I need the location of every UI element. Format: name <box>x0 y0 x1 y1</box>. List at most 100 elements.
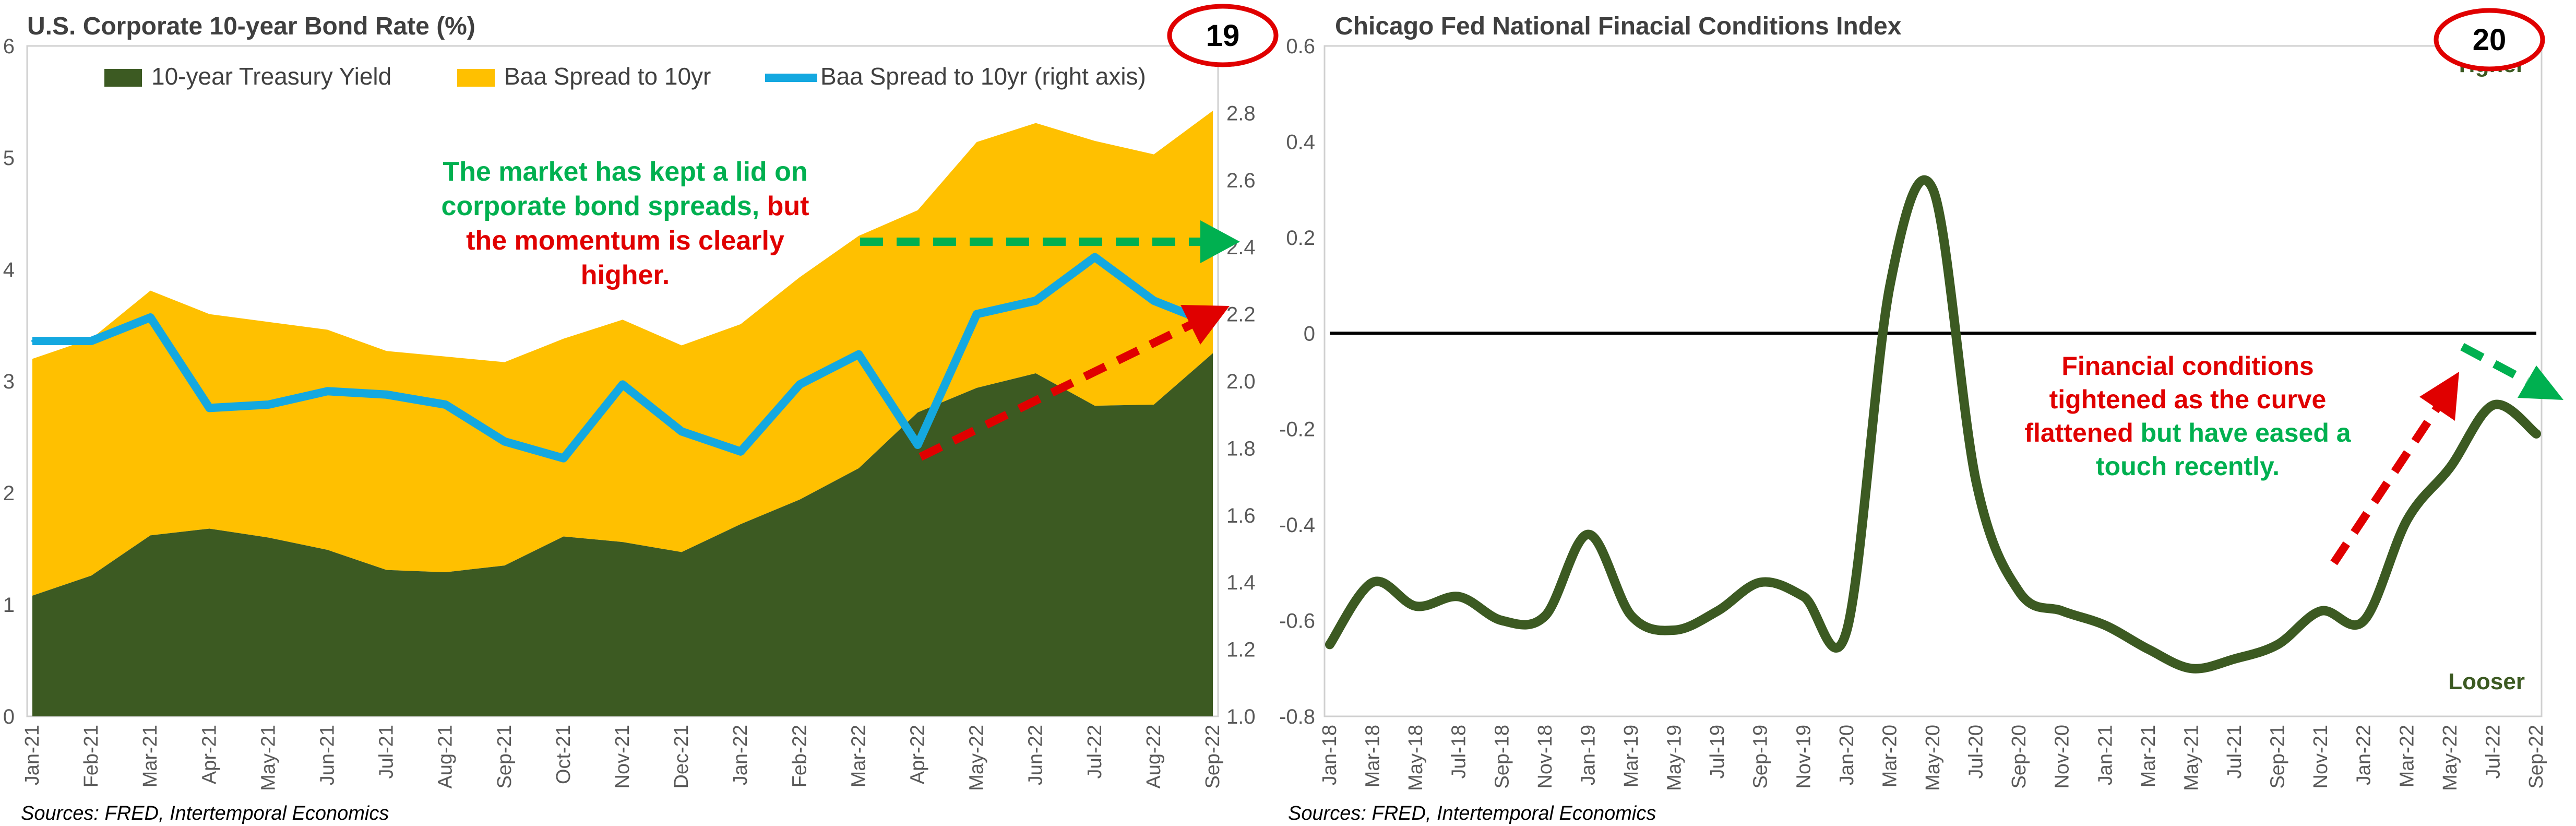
point-baa-spread <box>503 440 506 443</box>
point-baa-spread <box>857 353 860 356</box>
legend-label-treasury: 10-year Treasury Yield <box>151 63 391 90</box>
right-annotation-line1: Financial conditions <box>2061 351 2313 381</box>
right-annotation-line2: tightened as the curve <box>2049 385 2327 414</box>
legend-label-spread-line: Baa Spread to 10yr (right axis) <box>820 63 1146 90</box>
right-x-tick-label: May-19 <box>1664 725 1686 791</box>
right-y-tick-label: 0.2 <box>1286 227 1315 250</box>
right-annotation-line4: touch recently. <box>2096 452 2280 481</box>
left-legend: 10-year Treasury Yield Baa Spread to 10y… <box>104 63 1146 90</box>
point-nfci <box>2147 648 2150 651</box>
left-x-tick-label: Aug-22 <box>1143 725 1165 789</box>
left-y-tick-label: 2 <box>3 482 15 505</box>
point-nfci <box>2018 591 2021 593</box>
right-x-tick-label: May-18 <box>1405 725 1427 791</box>
right-chart-title: Chicago Fed National Finacial Conditions… <box>1335 13 1902 40</box>
right-x-tick-label: Jul-20 <box>1965 725 1987 779</box>
right-badge-number: 20 <box>2473 23 2507 57</box>
right-x-tick-label: Jan-21 <box>2094 725 2116 785</box>
right-x-tick-label: Nov-20 <box>2052 725 2073 789</box>
legend-swatch-treasury <box>104 69 142 87</box>
left-x-tick-label: Jul-21 <box>376 725 398 779</box>
point-baa-spread <box>385 393 388 396</box>
left-x-tick-label: Jun-21 <box>317 725 339 785</box>
point-nfci <box>2234 657 2236 660</box>
left-annotation-line2-red: but <box>767 191 809 221</box>
point-baa-spread <box>798 383 801 386</box>
right-x-tick-label: Jul-22 <box>2482 725 2504 779</box>
point-nfci <box>2535 432 2537 435</box>
point-nfci <box>1415 605 1417 608</box>
right-x-tick-label: Jul-21 <box>2224 725 2246 779</box>
left-y-axis: 0 1 2 3 4 5 6 <box>3 35 15 728</box>
left-annotation-line3: the momentum is clearly <box>466 226 784 256</box>
right-x-tick-label: Sep-18 <box>1491 725 1513 789</box>
point-baa-spread <box>1152 299 1155 302</box>
right-x-tick-label: Sep-21 <box>2267 725 2289 789</box>
point-baa-spread <box>90 339 93 342</box>
right-annotation-line3-green: but have eased a <box>2141 418 2352 447</box>
right-green-dashed-arrow <box>2460 343 2529 385</box>
right-annotation-line3: flattened but have eased a <box>2024 418 2351 447</box>
left-y2-tick-label: 2.0 <box>1226 370 1256 393</box>
right-y-axis: -0.8 -0.6 -0.4 -0.2 0 0.2 0.4 0.6 <box>1279 35 1315 728</box>
point-nfci <box>1716 610 1719 612</box>
point-nfci <box>1803 595 1805 598</box>
left-y2-tick-label: 1.2 <box>1226 639 1256 662</box>
left-x-tick-label: Nov-21 <box>612 725 634 789</box>
point-nfci <box>1501 619 1504 622</box>
left-x-tick-label: May-22 <box>966 725 988 791</box>
right-y-tick-label: -0.2 <box>1279 418 1315 441</box>
left-x-tick-label: Mar-21 <box>139 725 161 787</box>
left-annotation: The market has kept a lid on corporate b… <box>442 157 809 290</box>
point-baa-spread <box>622 383 624 386</box>
left-x-tick-label: Oct-21 <box>553 725 575 784</box>
right-x-tick-label: Jan-20 <box>1836 725 1858 785</box>
line-nfci <box>1325 175 2541 674</box>
left-source-note: Sources: FRED, Intertemporal Economics <box>21 803 389 824</box>
right-x-tick-label: Nov-18 <box>1534 725 1556 789</box>
right-x-tick-label: Jul-19 <box>1707 725 1728 779</box>
right-x-tick-label: Jan-22 <box>2353 725 2375 785</box>
right-y-tick-label: -0.8 <box>1279 705 1315 728</box>
right-y-tick-label: 0.4 <box>1286 131 1315 154</box>
right-plot-frame <box>1323 45 2543 717</box>
left-y2-tick-label: 2.8 <box>1226 102 1256 125</box>
right-annotation-line3-red: flattened <box>2024 418 2140 447</box>
point-nfci <box>2190 667 2193 670</box>
point-nfci <box>1587 533 1590 536</box>
left-x-tick-label: Dec-21 <box>671 725 693 789</box>
point-nfci <box>1673 629 1676 631</box>
point-baa-spread <box>31 339 33 342</box>
left-annotation-line2: corporate bond spreads, but <box>442 191 809 221</box>
right-annotation: Financial conditions tightened as the cu… <box>2024 351 2351 481</box>
right-x-tick-label: May-21 <box>2180 725 2202 791</box>
point-nfci <box>2406 518 2408 521</box>
point-nfci <box>1630 615 1632 617</box>
right-y-tick-label: 0 <box>1304 322 1315 345</box>
left-x-tick-label: Feb-21 <box>80 725 102 787</box>
area-baa-spread <box>32 111 1213 596</box>
right-page-badge: 20 <box>2434 8 2545 72</box>
left-y2-tick-label: 1.4 <box>1226 571 1256 594</box>
right-x-tick-label: May-20 <box>1922 725 1944 791</box>
point-baa-spread <box>267 403 270 406</box>
point-baa-spread <box>149 316 152 319</box>
left-x-tick-label: Sep-21 <box>494 725 516 789</box>
right-y-tick-label: 0.6 <box>1286 35 1315 58</box>
left-y-tick-label: 4 <box>3 258 15 281</box>
left-annotation-line2-green: corporate bond spreads, <box>442 191 767 221</box>
point-baa-spread <box>916 443 919 446</box>
point-nfci <box>1372 581 1374 584</box>
right-x-axis: Jan-18 Mar-18 May-18 Jul-18 Sep-18 Nov-18 Jan-… <box>1319 725 2547 791</box>
point-baa-spread <box>740 450 742 453</box>
left-x-axis: Jan-21 Feb-21 Mar-21 Apr-21 May-21 Jun-21 Jul-… <box>21 725 1224 791</box>
point-nfci <box>1975 480 1977 483</box>
left-y2-tick-label: 2.6 <box>1226 169 1256 192</box>
point-nfci <box>1458 595 1460 598</box>
left-badge-ring <box>1167 4 1279 67</box>
left-x-tick-label: May-21 <box>257 725 279 791</box>
left-green-arrowhead <box>1200 220 1240 263</box>
right-red-arrowhead <box>2419 372 2459 421</box>
point-baa-spread <box>681 430 683 433</box>
